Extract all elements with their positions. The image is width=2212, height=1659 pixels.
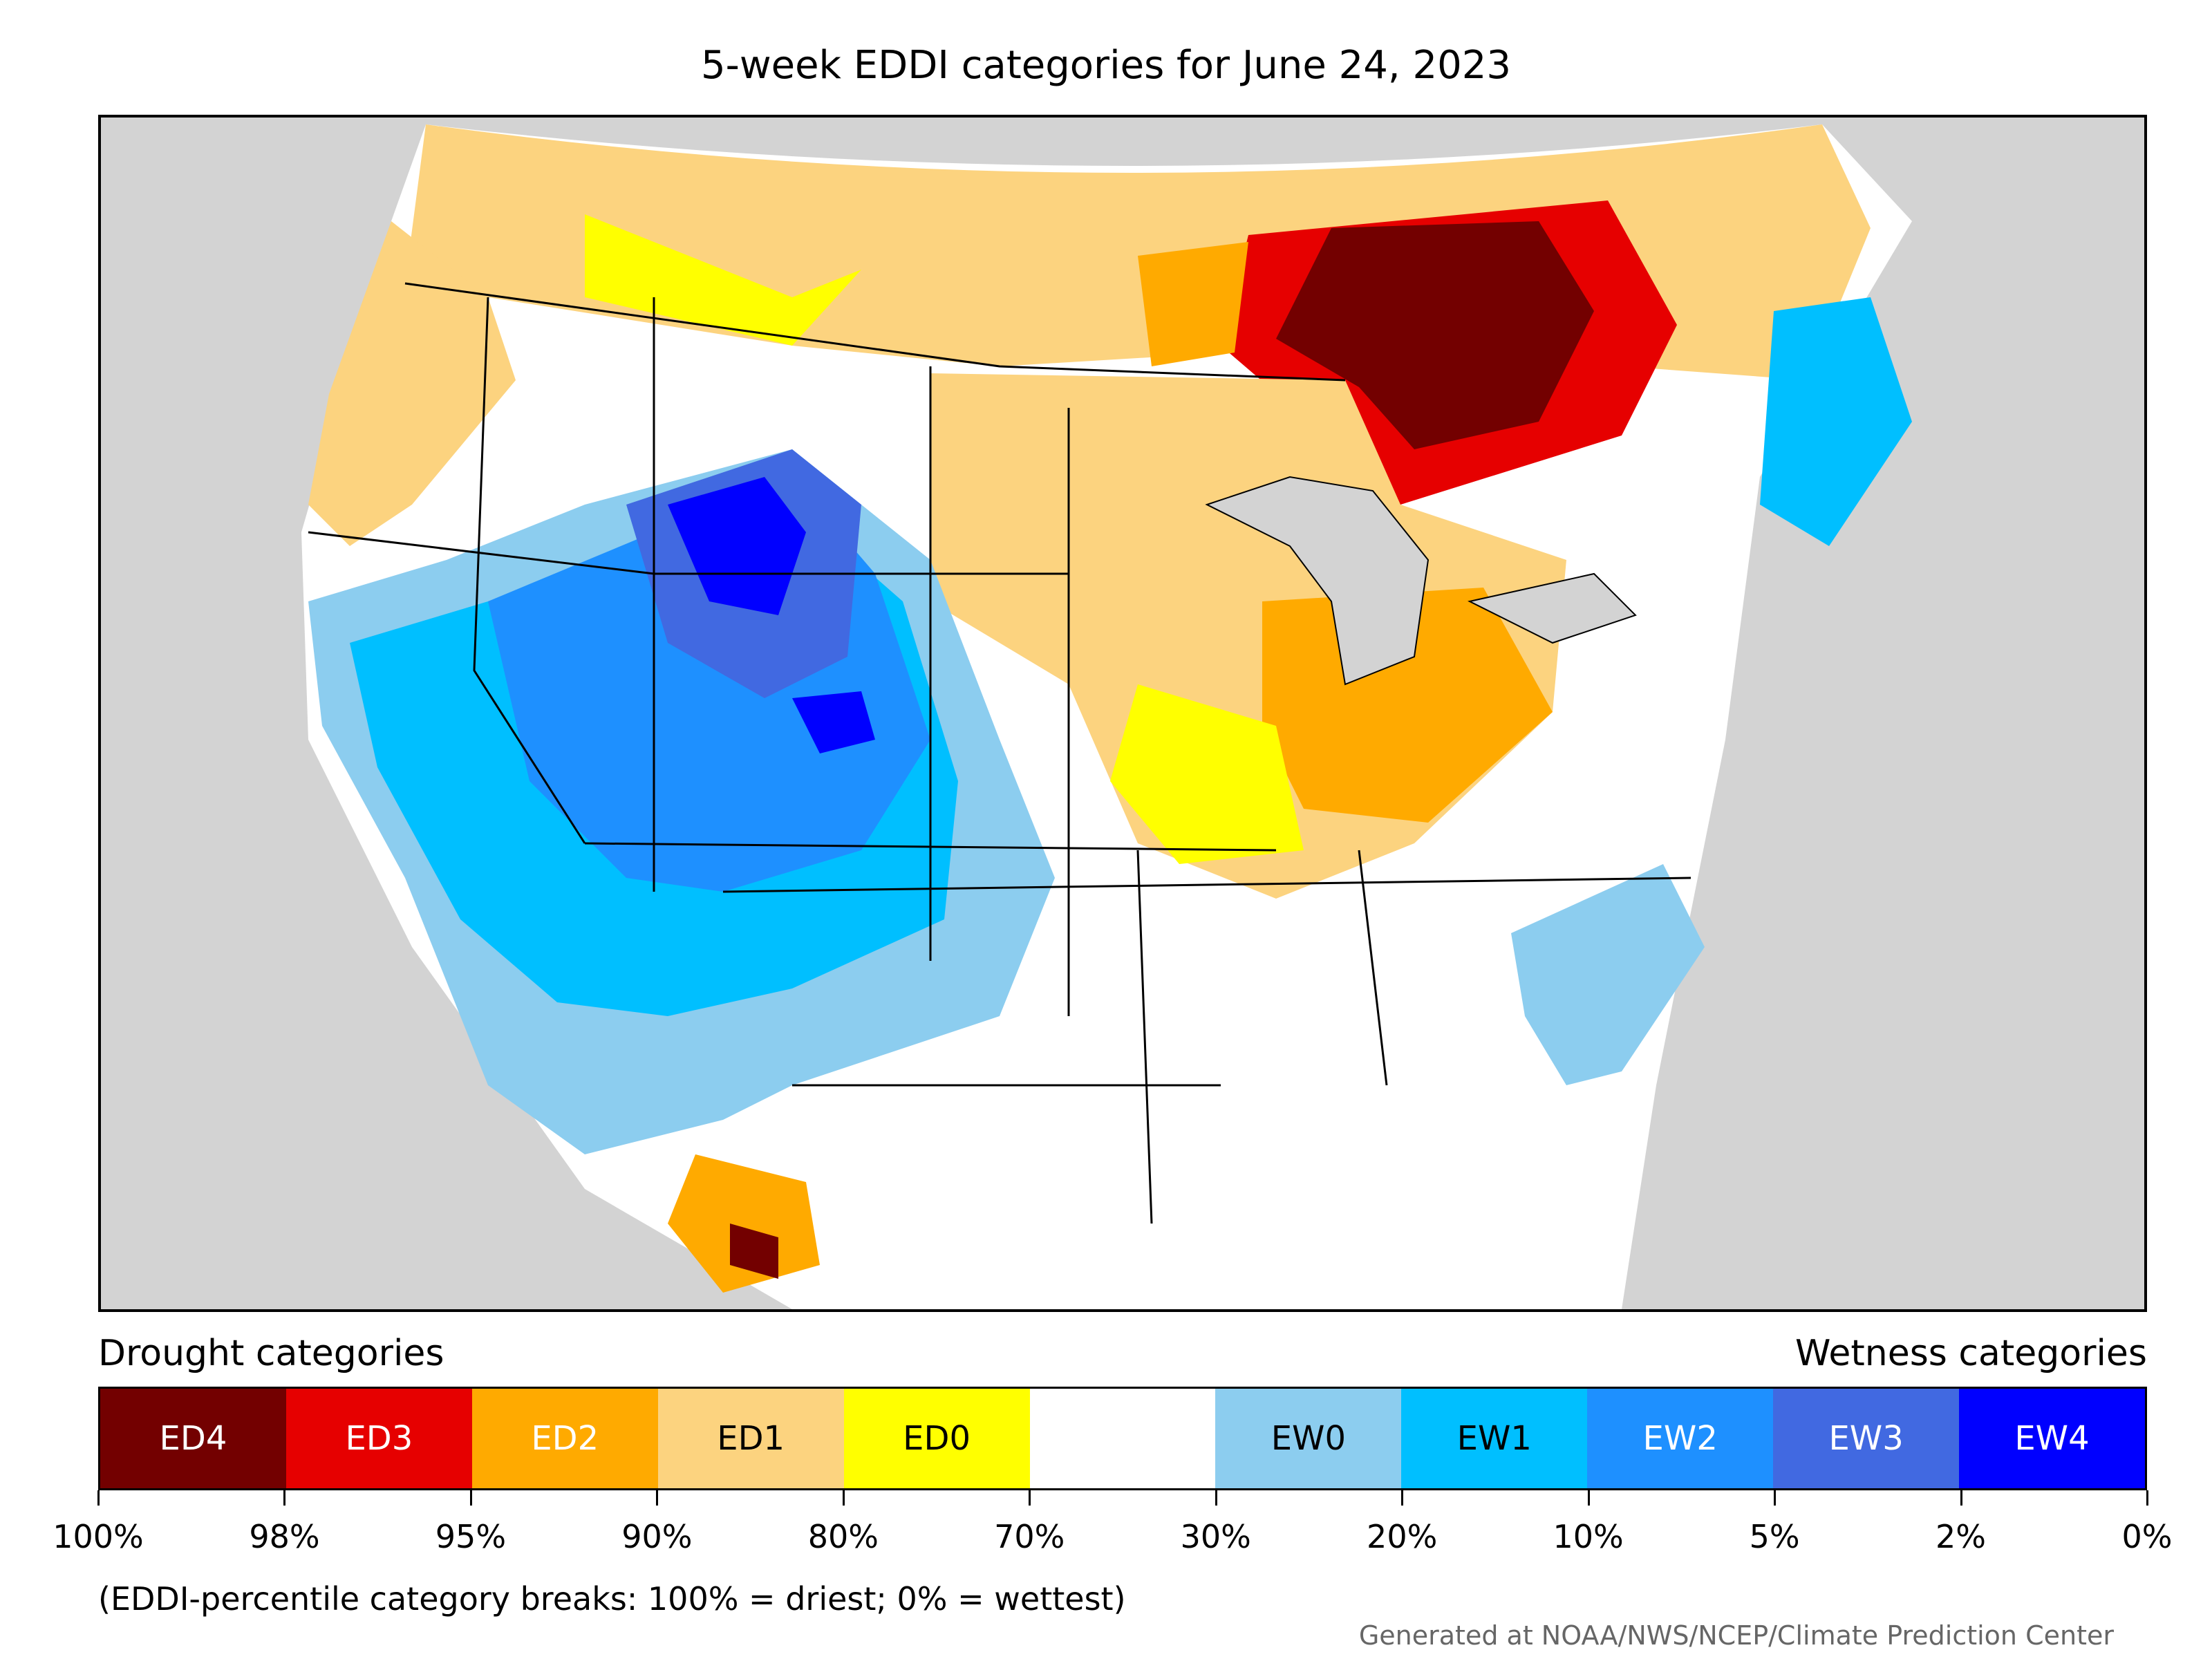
region-colorado-ew4: [792, 691, 875, 753]
map-panel: [98, 115, 2147, 1312]
category-colorbar: ED4 ED3 ED2 ED1 ED0 EW0 EW1 EW2 EW3 EW4: [98, 1387, 2147, 1490]
great-lakes: [1205, 476, 1637, 686]
state-borders: [308, 282, 1691, 1224]
colorbar-tick: [1401, 1490, 1404, 1506]
eddi-map: [301, 124, 1912, 1309]
colorbar-tick: [1960, 1490, 1962, 1506]
colorbar-tick-label: 70%: [994, 1518, 1065, 1555]
region-new-england: [1760, 297, 1912, 546]
colorbar-tick: [1774, 1490, 1777, 1506]
colorbar-tick-label: 98%: [249, 1518, 320, 1555]
colorbar-ticks: [97, 1490, 2148, 1511]
colorbar-tick-label: 20%: [1367, 1518, 1438, 1555]
colorbar-tick-label: 30%: [1180, 1518, 1251, 1555]
colorbar-tick-label: 2%: [1936, 1518, 1987, 1555]
colorbar-cell-ew1: EW1: [1401, 1389, 1588, 1488]
colorbar-tick: [842, 1490, 845, 1506]
colorbar-tick-label: 90%: [621, 1518, 693, 1555]
colorbar-cell-ed4: ED4: [100, 1389, 286, 1488]
colorbar-tick: [656, 1490, 659, 1506]
colorbar-cell-ew2: EW2: [1587, 1389, 1774, 1488]
region-southeast-coast: [1511, 864, 1705, 1085]
region-pacific-northwest-coast: [308, 221, 516, 546]
colorbar-cell-ew0: EW0: [1215, 1389, 1402, 1488]
region-mexico-ed4: [730, 1224, 778, 1279]
region-mexico-ed2: [668, 1154, 820, 1293]
colorbar-tick: [1029, 1490, 1031, 1506]
colorbar-tick-label: 80%: [807, 1518, 879, 1555]
drought-categories-heading: Drought categories: [98, 1333, 444, 1374]
colorbar-cell-ew3: EW3: [1773, 1389, 1960, 1488]
map-title: 5-week EDDI categories for June 24, 2023: [701, 43, 1511, 88]
colorbar-cell-normal: [1029, 1389, 1216, 1488]
colorbar-cell-ew4: EW4: [1959, 1389, 2145, 1488]
colorbar-tick: [97, 1490, 100, 1506]
credit-line: Generated at NOAA/NWS/NCEP/Climate Predi…: [1358, 1620, 2114, 1651]
colorbar-tick-label: 95%: [435, 1518, 507, 1555]
colorbar-tick: [469, 1490, 472, 1506]
colorbar-tick-label: 5%: [1749, 1518, 1800, 1555]
colorbar-tick-label: 10%: [1553, 1518, 1624, 1555]
colorbar-tick-label: 100%: [53, 1518, 144, 1555]
colorbar-cell-ed3: ED3: [285, 1389, 472, 1488]
region-northern-ontario: [1276, 221, 1594, 449]
region-midwest-ed0: [1110, 684, 1304, 864]
percentile-note: (EDDI-percentile category breaks: 100% =…: [98, 1580, 1126, 1618]
colorbar-tick: [1215, 1490, 1217, 1506]
region-canada-ed2: [1138, 242, 1248, 366]
colorbar-tick: [1587, 1490, 1590, 1506]
colorbar-tick: [283, 1490, 286, 1506]
region-wyoming-idaho: [668, 477, 806, 615]
colorbar-cell-ed0: ED0: [843, 1389, 1030, 1488]
colorbar-tick: [2146, 1490, 2148, 1506]
colorbar-cell-ed2: ED2: [471, 1389, 658, 1488]
wetness-categories-heading: Wetness categories: [1795, 1333, 2147, 1374]
colorbar-cell-ed1: ED1: [657, 1389, 844, 1488]
colorbar-tick-label: 0%: [2121, 1518, 2173, 1555]
region-ohio-valley: [1262, 588, 1553, 823]
